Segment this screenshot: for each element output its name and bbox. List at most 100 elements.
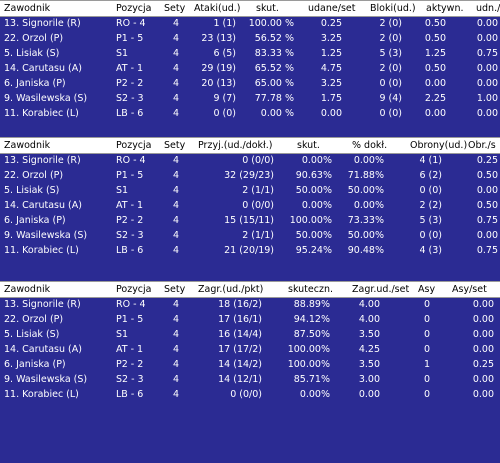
col-header-blocks-per-set[interactable]: udn./s bbox=[476, 3, 500, 14]
cell-serves-per-set: 4.00 bbox=[358, 299, 380, 310]
cell-digs: 0 (0) bbox=[419, 230, 442, 241]
col-header-sets[interactable]: Sety bbox=[164, 3, 186, 14]
cell-position: S2 - 3 bbox=[116, 230, 144, 241]
cell-blocks-per-set: 1.00 bbox=[476, 93, 498, 104]
col-header-serve-eff[interactable]: skuteczn. bbox=[288, 284, 333, 295]
col-header-attacks[interactable]: Ataki(ud.) bbox=[194, 3, 241, 14]
cell-serve-eff: 85.71% bbox=[293, 374, 330, 385]
cell-sets: 4 bbox=[172, 93, 180, 104]
table-row[interactable]: 14. Carutasu (A) AT - 1 4 29 (19) 65.52 % 4.7… bbox=[0, 62, 500, 77]
col-header-player[interactable]: Zawodnik bbox=[4, 140, 51, 151]
cell-position: P1 - 5 bbox=[116, 33, 144, 44]
table-row[interactable]: 5. Lisiak (S) S1 4 6 (5) 83.33 % 1.25 5 (3) 1.2… bbox=[0, 47, 500, 62]
cell-serves-per-set: 0.00 bbox=[358, 389, 380, 400]
cell-sets: 4 bbox=[172, 389, 180, 400]
cell-sets: 4 bbox=[172, 185, 180, 196]
cell-player-name: 9. Wasilewska (S) bbox=[4, 230, 88, 241]
cell-reception-eff: 0.00% bbox=[301, 155, 332, 166]
cell-attack-eff: 100.00 % bbox=[248, 18, 294, 29]
table-row[interactable]: 14. Carutasu (A) AT - 1 4 0 (0/0) 0.00% 0.00%… bbox=[0, 199, 500, 214]
cell-position: LB - 6 bbox=[116, 245, 144, 256]
cell-serves-per-set: 3.50 bbox=[358, 329, 380, 340]
cell-accuracy: 50.00% bbox=[347, 185, 384, 196]
col-header-digs[interactable]: Obrony(ud.) bbox=[410, 140, 468, 151]
table-row[interactable]: 13. Signorile (R) RO - 4 4 1 (1) 100.00 % 0.2… bbox=[0, 17, 500, 32]
cell-player-name: 13. Signorile (R) bbox=[4, 299, 81, 310]
col-header-blocks[interactable]: Bloki(ud.) bbox=[370, 3, 416, 14]
cell-player-name: 11. Korabiec (L) bbox=[4, 245, 79, 256]
cell-reception: 21 (20/19) bbox=[224, 245, 274, 256]
cell-serves-per-set: 3.00 bbox=[358, 374, 380, 385]
table-row[interactable]: 11. Korabiec (L) LB - 6 4 0 (0/0) 0.00% 0.00 0… bbox=[0, 388, 500, 403]
table-row[interactable]: 5. Lisiak (S) S1 4 16 (14/4) 87.50% 3.50 0 0.00 bbox=[0, 328, 500, 343]
col-header-digs-per-set[interactable]: Obr./s bbox=[468, 140, 496, 151]
cell-attack-eff: 56.52 % bbox=[254, 33, 294, 44]
cell-serve-eff: 94.12% bbox=[293, 314, 330, 325]
cell-sets: 4 bbox=[172, 299, 180, 310]
table-row[interactable]: 13. Signorile (R) RO - 4 4 0 (0/0) 0.00% 0.00… bbox=[0, 154, 500, 169]
cell-player-name: 5. Lisiak (S) bbox=[4, 48, 60, 59]
cell-sets: 4 bbox=[172, 200, 180, 211]
table-row[interactable]: 22. Orzol (P) P1 - 5 4 32 (29/23) 90.63% 71.8… bbox=[0, 169, 500, 184]
cell-attack-per-set: 3.25 bbox=[320, 33, 342, 44]
col-header-aces-per-set[interactable]: Asy/set bbox=[452, 284, 487, 295]
cell-player-name: 11. Korabiec (L) bbox=[4, 108, 79, 119]
cell-sets: 4 bbox=[172, 245, 180, 256]
col-header-serves-per-set[interactable]: Zagr.ud./set bbox=[352, 284, 410, 295]
col-header-activity[interactable]: aktywn. bbox=[426, 3, 464, 14]
cell-digs: 4 (1) bbox=[419, 155, 442, 166]
col-header-serves[interactable]: Zagr.(ud./pkt) bbox=[198, 284, 264, 295]
table-row[interactable]: 6. Janiska (P) P2 - 2 4 14 (14/2) 100.00% 3.5… bbox=[0, 358, 500, 373]
cell-attack-eff: 65.52 % bbox=[254, 63, 294, 74]
cell-serves-per-set: 4.25 bbox=[358, 344, 380, 355]
table-row[interactable]: 9. Wasilewska (S) S2 - 3 4 2 (1/1) 50.00% 50.… bbox=[0, 229, 500, 244]
cell-attack-eff: 77.78 % bbox=[254, 93, 294, 104]
cell-attack-per-set: 4.75 bbox=[320, 63, 342, 74]
table-row[interactable]: 22. Orzol (P) P1 - 5 4 23 (13) 56.52 % 3.25 2 … bbox=[0, 32, 500, 47]
col-header-position[interactable]: Pozycja bbox=[116, 3, 152, 14]
cell-attack-eff: 0.00 % bbox=[260, 108, 294, 119]
cell-aces-per-set: 0.25 bbox=[472, 359, 494, 370]
cell-player-name: 13. Signorile (R) bbox=[4, 155, 81, 166]
attack-table-header: Zawodnik Pozycja Sety Ataki(ud.) skut. u… bbox=[0, 0, 500, 17]
table-row[interactable]: 6. Janiska (P) P2 - 2 4 15 (15/11) 100.00% 73… bbox=[0, 214, 500, 229]
cell-sets: 4 bbox=[172, 155, 180, 166]
cell-blocks: 0 (0) bbox=[379, 78, 402, 89]
col-header-accuracy[interactable]: % dokł. bbox=[352, 140, 388, 151]
col-header-attack-per-set[interactable]: udane/set bbox=[308, 3, 356, 14]
cell-aces: 0 bbox=[423, 329, 430, 340]
cell-aces: 0 bbox=[423, 374, 430, 385]
cell-reception: 0 (0/0) bbox=[242, 155, 274, 166]
table-row[interactable]: 9. Wasilewska (S) S2 - 3 4 9 (7) 77.78 % 1.75… bbox=[0, 92, 500, 107]
cell-aces-per-set: 0.00 bbox=[472, 299, 494, 310]
col-header-aces[interactable]: Asy bbox=[418, 284, 436, 295]
table-row[interactable]: 9. Wasilewska (S) S2 - 3 4 14 (12/1) 85.71% 3… bbox=[0, 373, 500, 388]
col-header-position[interactable]: Pozycja bbox=[116, 140, 152, 151]
col-header-sets[interactable]: Sety bbox=[164, 284, 186, 295]
table-row[interactable]: 6. Janiska (P) P2 - 2 4 20 (13) 65.00 % 3.25 0… bbox=[0, 77, 500, 92]
col-header-reception[interactable]: Przyj.(ud./dokł.) bbox=[198, 140, 273, 151]
cell-sets: 4 bbox=[172, 374, 180, 385]
cell-sets: 4 bbox=[172, 108, 180, 119]
table-row[interactable]: 22. Orzol (P) P1 - 5 4 17 (16/1) 94.12% 4.00 0… bbox=[0, 313, 500, 328]
table-row[interactable]: 13. Signorile (R) RO - 4 4 18 (16/2) 88.89% 4… bbox=[0, 298, 500, 313]
col-header-reception-eff[interactable]: skut. bbox=[297, 140, 320, 151]
cell-position: P2 - 2 bbox=[116, 215, 144, 226]
table-row[interactable]: 14. Carutasu (A) AT - 1 4 17 (17/2) 100.00% 4… bbox=[0, 343, 500, 358]
col-header-sets[interactable]: Sety bbox=[164, 140, 186, 151]
col-header-attack-eff[interactable]: skut. bbox=[256, 3, 279, 14]
cell-blocks: 9 (4) bbox=[379, 93, 402, 104]
cell-position: RO - 4 bbox=[116, 299, 146, 310]
cell-player-name: 14. Carutasu (A) bbox=[4, 63, 82, 74]
col-header-player[interactable]: Zawodnik bbox=[4, 3, 51, 14]
table-row[interactable]: 11. Korabiec (L) LB - 6 4 21 (20/19) 95.24% 9… bbox=[0, 244, 500, 259]
col-header-position[interactable]: Pozycja bbox=[116, 284, 152, 295]
cell-serve-eff: 100.00% bbox=[287, 344, 330, 355]
table-row[interactable]: 11. Korabiec (L) LB - 6 4 0 (0) 0.00 % 0.00 0 … bbox=[0, 107, 500, 122]
serve-block-table: Zawodnik Pozycja Sety Zagr.(ud./pkt) sku… bbox=[0, 281, 500, 403]
cell-accuracy: 0.00% bbox=[353, 200, 384, 211]
cell-digs: 6 (2) bbox=[419, 170, 442, 181]
cell-aces: 1 bbox=[423, 359, 430, 370]
table-row[interactable]: 5. Lisiak (S) S1 4 2 (1/1) 50.00% 50.00% 0 (0)… bbox=[0, 184, 500, 199]
col-header-player[interactable]: Zawodnik bbox=[4, 284, 51, 295]
